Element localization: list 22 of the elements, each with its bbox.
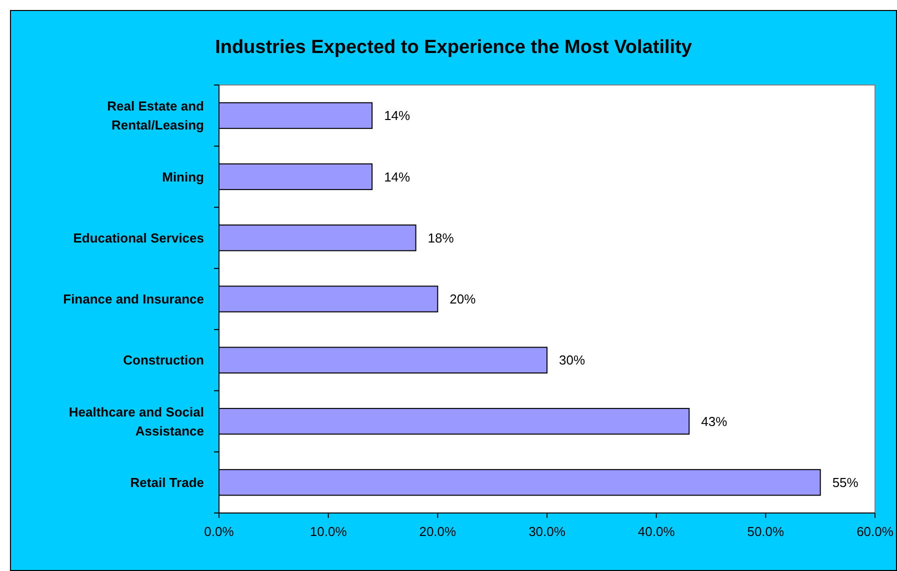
data-label: 14% xyxy=(384,108,411,124)
y-tick-label: Healthcare and Social Assistance xyxy=(68,404,204,438)
x-tick-label: 30.0% xyxy=(528,524,566,539)
data-label: 20% xyxy=(450,292,476,307)
y-tick-label: Construction xyxy=(123,352,204,368)
data-label: 43% xyxy=(701,414,728,429)
data-label: 55% xyxy=(832,474,859,490)
data-label: 30% xyxy=(559,352,586,368)
x-tick-label: 10.0% xyxy=(310,524,348,539)
y-tick-label: Educational Services xyxy=(73,230,204,246)
y-tick-label: Finance and Insurance xyxy=(63,292,204,307)
x-tick-label: 60.0% xyxy=(856,524,894,539)
y-tick-label: Real Estate and Rental/Leasing xyxy=(107,98,204,133)
data-label: 18% xyxy=(428,230,454,246)
data-label: 14% xyxy=(384,169,411,184)
chart-title: Industries Expected to Experience the Most Volatility xyxy=(215,37,692,58)
y-tick-label: Retail Trade xyxy=(130,474,204,490)
x-tick-label: 50.0% xyxy=(747,524,785,539)
x-tick-label: 40.0% xyxy=(638,524,676,539)
x-tick-label: 20.0% xyxy=(419,524,457,539)
x-tick-label: 0.0% xyxy=(204,524,234,539)
y-tick-label: Mining xyxy=(162,169,204,184)
